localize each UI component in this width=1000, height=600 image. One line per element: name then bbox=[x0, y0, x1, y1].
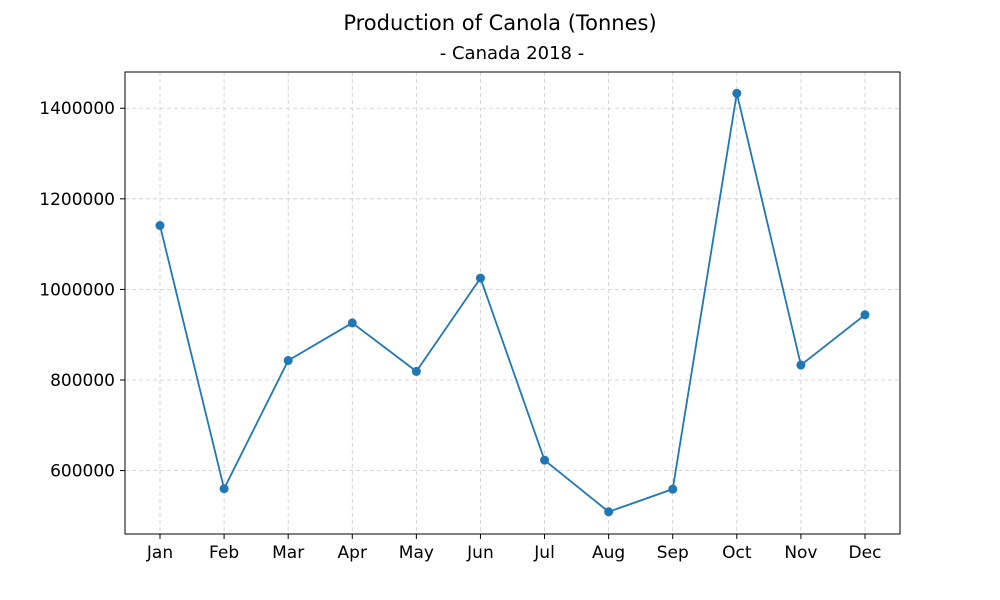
axis-ticks: Jan Feb Mar Apr May Jun Jul Aug Sep Oct Nov Dec 6000… bbox=[39, 99, 881, 563]
data-point-nov bbox=[796, 360, 806, 370]
grid-lines bbox=[125, 72, 900, 534]
x-tick-label: Dec bbox=[849, 543, 882, 563]
chart-title: Production of Canola (Tonnes) bbox=[343, 11, 656, 35]
data-point-jan bbox=[155, 221, 165, 231]
x-tick-label: Apr bbox=[338, 543, 367, 563]
x-tick-label: Mar bbox=[272, 543, 304, 563]
series-line-group bbox=[155, 88, 870, 517]
chart-subtitle: - Canada 2018 - bbox=[440, 43, 584, 64]
x-tick-label: Feb bbox=[209, 543, 239, 563]
x-tick-label: May bbox=[399, 543, 434, 563]
data-point-jun bbox=[475, 273, 485, 283]
data-point-feb bbox=[219, 484, 229, 494]
data-point-dec bbox=[860, 310, 870, 320]
y-tick-label: 1000000 bbox=[39, 280, 115, 300]
data-point-oct bbox=[732, 88, 742, 98]
y-tick-label: 600000 bbox=[50, 462, 115, 482]
x-tick-label: Oct bbox=[722, 543, 752, 563]
x-tick-label: Jul bbox=[533, 543, 555, 563]
y-tick-label: 1400000 bbox=[39, 99, 115, 119]
y-tick-label: 1200000 bbox=[39, 190, 115, 210]
x-tick-label: Sep bbox=[657, 543, 689, 563]
data-point-sep bbox=[668, 484, 678, 494]
series-line bbox=[159, 92, 866, 513]
plot-area-frame bbox=[124, 71, 901, 535]
data-point-jul bbox=[540, 455, 550, 465]
x-tick-label: Jan bbox=[146, 543, 173, 563]
x-tick-label: Nov bbox=[784, 543, 817, 563]
y-tick-label: 800000 bbox=[50, 371, 115, 391]
data-point-may bbox=[411, 366, 421, 376]
data-point-mar bbox=[283, 356, 293, 366]
x-tick-label: Aug bbox=[592, 543, 625, 563]
data-point-apr bbox=[347, 318, 357, 328]
data-point-aug bbox=[604, 507, 614, 517]
x-tick-label: Jun bbox=[466, 543, 494, 563]
